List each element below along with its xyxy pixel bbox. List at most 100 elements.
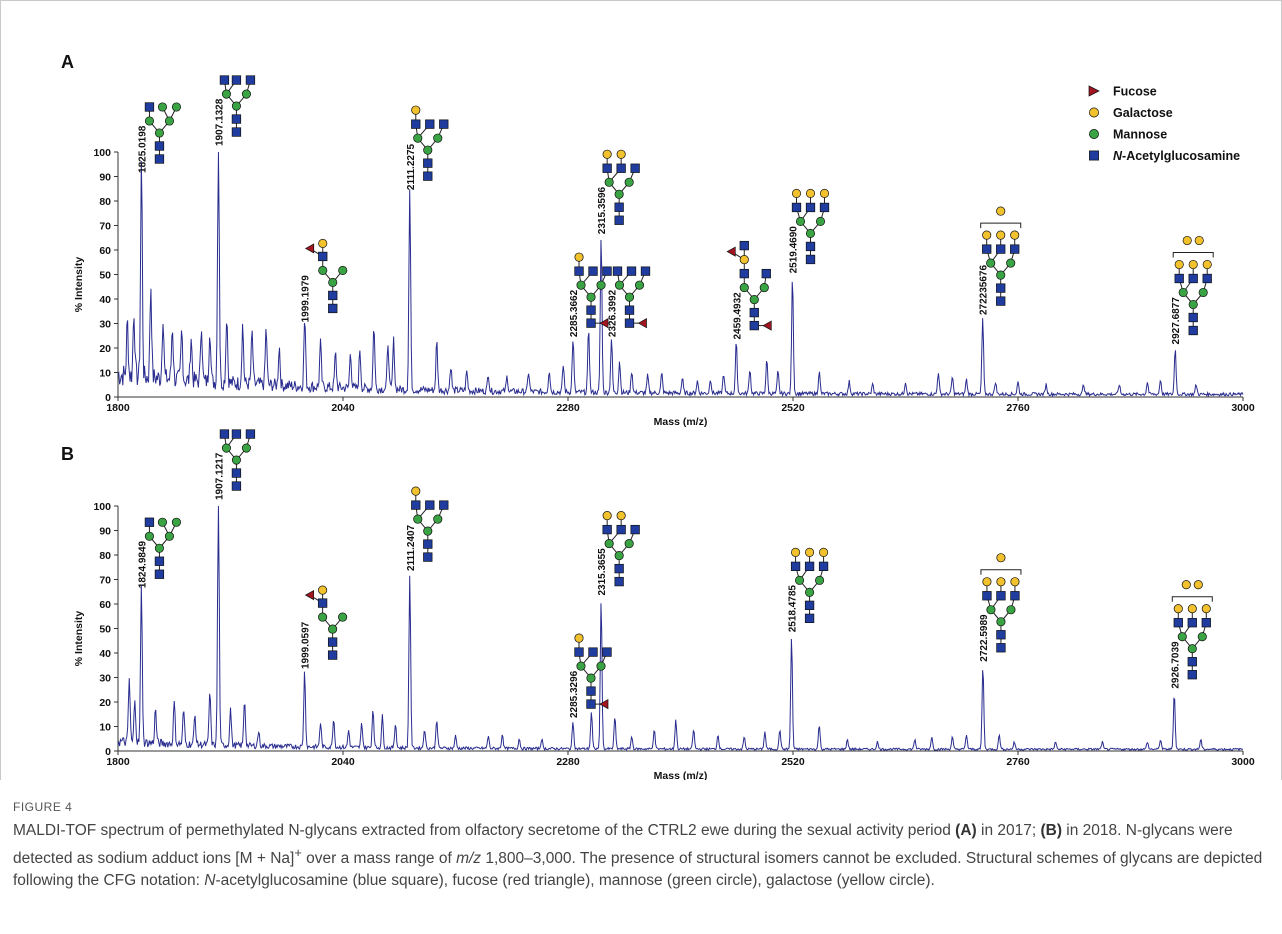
glycan-bracket: [1172, 252, 1214, 258]
peak-mass-label: 2519.4690: [789, 226, 800, 274]
fucose-triangle-icon: [599, 318, 609, 329]
glcnac-square-icon: [574, 266, 584, 276]
galactose-circle-icon: [996, 230, 1006, 240]
mannose-circle-icon: [576, 661, 586, 671]
y-tick-label: 10: [99, 368, 111, 380]
galactose-circle-icon: [1010, 577, 1020, 587]
galactose-circle-icon: [1182, 235, 1192, 246]
mannose-circle-icon: [231, 101, 241, 111]
glcnac-square-icon: [327, 650, 338, 660]
peak-mass-label: 2518.4785: [788, 585, 799, 633]
galactose-circle-icon: [739, 255, 749, 265]
glycan-cartoon: [726, 240, 772, 331]
mannose-circle-icon: [318, 612, 328, 622]
mannose-circle-icon: [433, 133, 443, 143]
mannose-circle-icon: [154, 128, 165, 138]
glcnac-square-icon: [231, 127, 242, 137]
mannose-circle-icon: [996, 617, 1006, 627]
glycan-cartoon: [411, 105, 449, 181]
glcnac-square-icon: [602, 266, 612, 276]
y-tick-label: 30: [99, 673, 111, 685]
figure-caption: MALDI-TOF spectrum of permethylated N-gl…: [13, 822, 1263, 890]
peak-mass-label: 2285.3296: [569, 670, 580, 718]
mannose-circle-icon: [423, 526, 433, 536]
x-tick-label: 1800: [106, 756, 130, 768]
mannose-circle-icon: [157, 102, 168, 112]
galactose-circle-icon: [805, 188, 816, 198]
x-tick-label: 2760: [1006, 756, 1030, 768]
glcnac-square-icon: [1010, 591, 1020, 601]
figure-label: FIGURE 4: [13, 800, 73, 814]
panel-letter: B: [61, 444, 74, 464]
fucose-triangle-icon: [1088, 85, 1100, 97]
y-tick-label: 60: [99, 599, 111, 611]
glcnac-square-icon: [616, 163, 626, 173]
glycan-cartoon: [980, 206, 1022, 306]
y-tick-label: 10: [99, 722, 111, 734]
peak-mass-label: 2459.4932: [732, 292, 743, 340]
glcnac-square-icon: [630, 163, 640, 173]
glycan-cartoon: [574, 252, 612, 329]
glcnac-square-icon: [1202, 273, 1212, 284]
glycan-cartoon: [980, 553, 1022, 653]
glcnac-square-icon: [425, 119, 435, 129]
mannose-circle-icon: [749, 295, 759, 305]
y-tick-label: 90: [99, 172, 111, 184]
glcnac-square-icon: [1187, 657, 1197, 667]
glcnac-square-icon: [818, 561, 829, 571]
glcnac-square-icon: [996, 283, 1006, 293]
mannose-circle-icon: [1197, 632, 1207, 642]
mannose-circle-icon: [241, 443, 251, 453]
legend-label: N-Acetylglucosamine: [1113, 149, 1240, 163]
peak-mass-label: 2722.5989: [979, 614, 990, 662]
galactose-circle-icon: [574, 252, 584, 262]
mannose-circle-icon: [596, 661, 606, 671]
glcnac-square-icon: [245, 429, 256, 439]
glycan-cartoon: [219, 429, 256, 491]
glcnac-square-icon: [439, 500, 449, 510]
x-axis-label: Mass (m/z): [654, 416, 708, 428]
glcnac-square-icon: [586, 686, 596, 696]
y-tick-label: 100: [93, 147, 111, 159]
y-axis-label: % Intensity: [73, 257, 85, 313]
y-tick-label: 50: [99, 624, 111, 636]
mannose-circle-icon: [586, 292, 596, 302]
y-tick-label: 100: [93, 501, 111, 513]
galactose-circle-icon: [1202, 259, 1212, 270]
mannose-circle-icon: [795, 575, 805, 585]
peak-mass-label: 1824.9849: [137, 540, 148, 588]
y-tick-label: 40: [99, 294, 111, 306]
glcnac-square-icon: [423, 171, 433, 181]
glycan-cartoon: [1171, 580, 1213, 680]
galactose-circle-icon: [411, 105, 421, 115]
mannose-circle-icon: [576, 280, 586, 290]
glcnac-square-icon: [1174, 273, 1184, 284]
glcnac-square-icon: [231, 75, 242, 85]
spectrum-trace: [117, 505, 1244, 752]
fucose-triangle-icon: [304, 590, 314, 601]
mannose-circle-icon: [614, 280, 625, 290]
glcnac-square-icon: [1201, 618, 1211, 628]
glycan-bracket: [1171, 596, 1213, 602]
glcnac-square-icon: [805, 254, 816, 265]
glcnac-square-icon: [328, 303, 338, 314]
panel-letter: A: [61, 52, 74, 72]
y-tick-label: 80: [99, 550, 111, 562]
glcnac-square-icon: [739, 240, 749, 251]
y-tick-label: 0: [105, 392, 111, 404]
mannose-circle-icon: [815, 216, 826, 226]
glcnac-square-icon: [231, 481, 242, 491]
glcnac-square-icon: [154, 569, 165, 579]
glcnac-square-icon: [1187, 670, 1197, 680]
galactose-circle-icon: [996, 577, 1006, 587]
peak-mass-label: 2927.6877: [1171, 297, 1182, 345]
glycan-cartoon: [144, 517, 181, 579]
glycan-cartoon: [602, 149, 640, 225]
mannose-circle-icon: [805, 587, 815, 597]
glcnac-square-icon: [996, 643, 1006, 653]
mannose-circle-icon: [1187, 644, 1197, 654]
galactose-circle-icon: [574, 633, 584, 643]
glcnac-square-icon: [614, 215, 624, 225]
glcnac-square-icon: [423, 552, 433, 562]
y-axis-label: % Intensity: [73, 611, 85, 667]
